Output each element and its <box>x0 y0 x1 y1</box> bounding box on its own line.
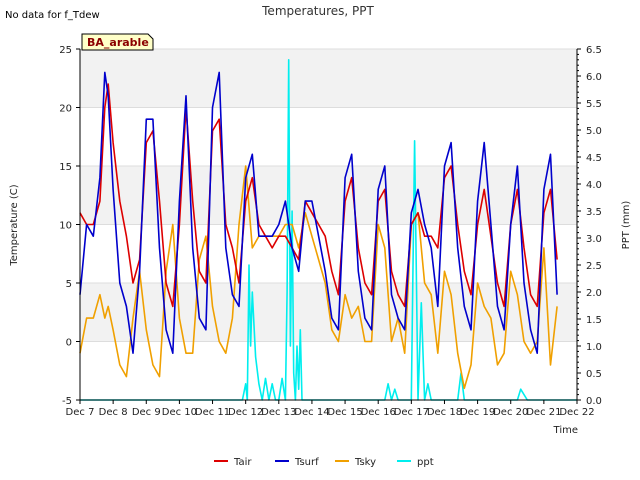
left-tick-label: 5 <box>66 279 72 290</box>
right-tick-label: 5.0 <box>586 126 602 137</box>
plot-band <box>80 49 577 108</box>
right-tick-label: 0.0 <box>586 396 602 407</box>
left-tick-label: 0 <box>66 338 72 349</box>
right-tick-label: 1.5 <box>586 315 602 326</box>
left-axis-ticks: -5 0 5 10 15 20 25 <box>59 45 80 407</box>
left-tick-label: -5 <box>62 396 72 407</box>
right-tick-label: 3.0 <box>586 234 602 245</box>
right-tick-label: 2.5 <box>586 261 602 272</box>
right-axis-ticks: 0.0 0.5 1.0 1.5 2.0 2.5 3.0 3.5 4.0 4.5 5.0 5.5 6.0 6… <box>577 45 602 407</box>
x-tick-label: Dec 12 <box>228 407 263 418</box>
right-tick-label: 6.0 <box>586 72 602 83</box>
legend-label-tsurf: Tsurf <box>294 457 319 468</box>
y-axis-label-right: PPT (mm) <box>621 201 632 250</box>
badge-box <box>81 33 154 51</box>
legend-label-tair: Tair <box>233 457 252 468</box>
chart-title: Temperatures, PPT <box>261 4 374 18</box>
x-tick-label: Dec 10 <box>162 407 197 418</box>
right-tick-label: 6.5 <box>586 45 602 56</box>
x-tick-label: Dec 14 <box>294 407 329 418</box>
x-tick-label: Dec 22 <box>559 407 594 418</box>
x-tick-label: Dec 7 <box>66 407 95 418</box>
x-tick-label: Dec 20 <box>493 407 528 418</box>
x-axis-label: Time <box>553 425 578 436</box>
right-tick-label: 3.5 <box>586 207 602 218</box>
right-tick-label: 0.5 <box>586 369 602 380</box>
legend-label-ppt: ppt <box>417 457 434 468</box>
left-tick-label: 15 <box>59 162 72 173</box>
x-tick-label: Dec 21 <box>526 407 561 418</box>
right-tick-label: 5.5 <box>586 99 602 110</box>
left-tick-label: 25 <box>59 45 72 56</box>
y-axis-label-left: Temperature (C) <box>9 184 20 266</box>
right-tick-label: 4.0 <box>586 180 602 191</box>
right-tick-label: 2.0 <box>586 288 602 299</box>
x-tick-label: Dec 15 <box>327 407 362 418</box>
x-tick-label: Dec 17 <box>394 407 429 418</box>
x-tick-label: Dec 16 <box>361 407 396 418</box>
x-tick-label: Dec 8 <box>99 407 128 418</box>
x-tick-label: Dec 13 <box>261 407 296 418</box>
x-tick-label: Dec 18 <box>427 407 462 418</box>
no-data-note: No data for f_Tdew <box>5 10 100 21</box>
right-tick-label: 1.0 <box>586 342 602 353</box>
x-tick-label: Dec 9 <box>132 407 161 418</box>
plot-band <box>80 166 577 225</box>
left-tick-label: 10 <box>59 221 72 232</box>
series-line-tsky <box>79 165 558 390</box>
legend: Tair Tsurf Tsky ppt <box>214 457 434 468</box>
right-tick-label: 4.5 <box>586 153 602 164</box>
series-line-tsurf <box>79 71 558 355</box>
badge: BA_arable <box>81 33 154 51</box>
x-tick-label: Dec 11 <box>195 407 230 418</box>
x-tick-label: Dec 19 <box>460 407 495 418</box>
badge-label: BA_arable <box>87 36 149 49</box>
left-tick-label: 20 <box>59 104 72 115</box>
legend-label-tsky: Tsky <box>354 457 376 468</box>
